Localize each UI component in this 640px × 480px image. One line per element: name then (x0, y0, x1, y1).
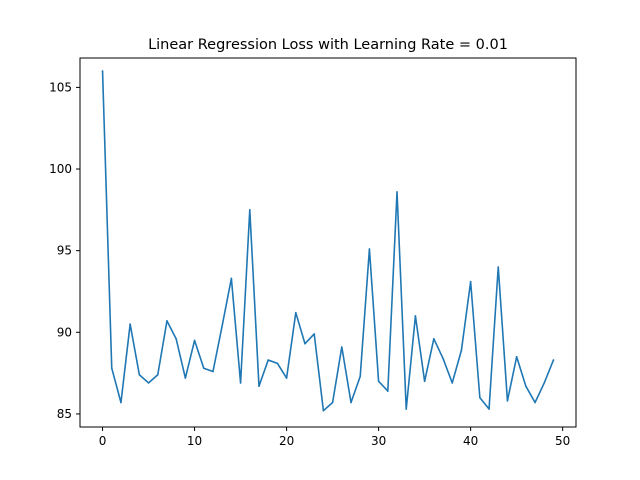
data-point (506, 400, 509, 402)
data-point (267, 359, 269, 361)
data-point (248, 209, 251, 211)
data-point (304, 342, 306, 345)
plot-frame (79, 57, 577, 428)
y-tick-label: 105 (49, 80, 72, 94)
data-point (479, 396, 481, 399)
data-point (414, 315, 417, 317)
data-point (285, 377, 288, 379)
x-tick-label: 10 (187, 434, 202, 448)
data-point (442, 357, 444, 360)
data-point (212, 370, 214, 373)
data-point (377, 380, 380, 383)
data-point (497, 266, 500, 268)
data-point (368, 248, 371, 250)
data-point (488, 408, 490, 410)
data-point (525, 385, 527, 387)
x-tick-label: 50 (555, 434, 570, 448)
data-point (552, 359, 555, 361)
y-tick-label: 100 (49, 162, 72, 176)
data-point (276, 362, 279, 365)
data-point (469, 280, 472, 283)
chart-title: Linear Regression Loss with Learning Rat… (148, 37, 508, 53)
data-point (341, 346, 343, 348)
x-tick-label: 0 (99, 434, 107, 448)
y-tick-label: 85 (57, 407, 72, 421)
data-point (110, 367, 113, 370)
data-point (423, 380, 426, 383)
data-point (221, 324, 223, 327)
y-tick-label: 95 (57, 244, 72, 258)
data-point (147, 382, 150, 384)
data-point (433, 338, 435, 340)
data-point (387, 390, 389, 392)
data-point (543, 382, 546, 384)
data-point (258, 385, 260, 387)
data-point (294, 311, 297, 314)
data-point (313, 333, 315, 335)
data-point (359, 375, 362, 378)
data-point (239, 382, 242, 384)
data-point (331, 401, 334, 404)
data-point (184, 377, 187, 379)
data-point (405, 408, 408, 410)
x-tick-label: 30 (371, 434, 386, 448)
data-point (120, 401, 122, 404)
data-point (193, 339, 196, 342)
data-point (534, 401, 536, 404)
data-point (202, 367, 205, 370)
loss-series-line (101, 70, 555, 412)
data-point (156, 373, 159, 376)
data-point (175, 338, 177, 340)
data-point (515, 355, 518, 358)
data-point (166, 320, 168, 322)
data-point (396, 191, 398, 193)
data-point (322, 409, 325, 412)
data-point (451, 382, 454, 384)
x-tick-label: 40 (463, 434, 478, 448)
data-point (101, 70, 104, 72)
data-point (350, 401, 352, 404)
plot-area: 0 10 20 30 40 50 85 90 95 100 105 (49, 70, 570, 448)
x-tick-label: 20 (279, 434, 294, 448)
data-point (230, 277, 233, 280)
data-point (138, 373, 141, 376)
y-tick-label: 90 (57, 325, 72, 339)
data-point (129, 323, 131, 325)
data-point (460, 349, 463, 352)
